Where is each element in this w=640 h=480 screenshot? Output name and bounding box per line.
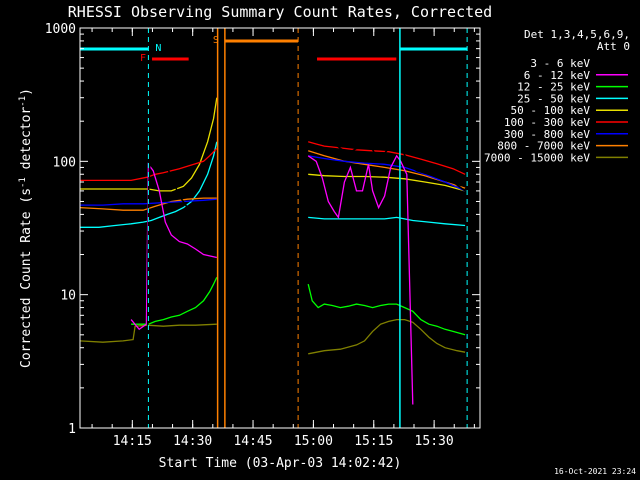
series-line-6-12-kev (130, 162, 217, 331)
legend-header-attenuator: Att 0 (597, 40, 630, 53)
series-line-3-6-kev (307, 119, 466, 192)
series-line-7000-15000-kev (308, 318, 466, 355)
plot-frame (79, 27, 481, 429)
legend-entry-label: 7000 - 15000 keV (484, 151, 590, 164)
legend-header-detectors: Det 1,3,4,5,6,9, (524, 28, 630, 41)
series-line-25-50-kev (308, 216, 466, 227)
flag-label-n: N (155, 43, 161, 54)
chart-title: RHESSI Observing Summary Count Rates, Co… (68, 3, 492, 21)
x-tick-label: 15:30 (415, 434, 454, 449)
legend-entry-label: 100 - 300 keV (504, 116, 590, 129)
legend-entry-label: 25 - 50 keV (517, 92, 590, 105)
series-line-7000-15000-kev (80, 323, 217, 343)
series-line-50-100-kev (308, 173, 466, 192)
legend-entry-label: 50 - 100 keV (511, 104, 591, 117)
series-line-100-300-kev (80, 147, 218, 182)
series-line-12-25-kev (131, 277, 218, 325)
legend-entry-label: 800 - 7000 keV (497, 140, 590, 153)
series-line-12-25-kev (307, 283, 466, 336)
flag-label-s: S (213, 35, 219, 46)
legend-entry-label: 6 - 12 keV (524, 69, 591, 82)
axes: 14:15 14:30 14:45 15:00 15:15 15:30 1 10 100 1000 (45, 22, 480, 449)
observing-flags: NF S (80, 28, 468, 428)
y-tick-label: 100 (53, 155, 76, 170)
x-tick-label: 14:15 (113, 434, 152, 449)
series-line-300-800-kev (308, 155, 466, 192)
legend-entry-label: 3 - 6 keV (530, 57, 590, 70)
y-tick-label: 10 (60, 289, 76, 304)
x-tick-label: 14:30 (173, 434, 212, 449)
series-line-3-6-kev (146, 130, 218, 418)
x-tick-label: 14:45 (233, 434, 272, 449)
y-axis-label: Corrected Count Rate (s-1 detector-1) (18, 88, 34, 368)
legend-entry-label: 12 - 25 keV (517, 81, 590, 94)
series-line-25-50-kev (80, 141, 218, 228)
series-line-800-7000-kev (80, 197, 217, 211)
generated-timestamp: 16-Oct-2021 23:24 (554, 467, 636, 476)
x-tick-label: 15:00 (294, 434, 333, 449)
y-tick-label: 1 (68, 422, 76, 437)
series-line-300-800-kev (80, 198, 217, 206)
y-tick-label: 1000 (45, 22, 76, 37)
legend-entry-label: 300 - 800 keV (504, 128, 590, 141)
x-axis-label: Start Time (03-Apr-03 14:02:42) (159, 456, 402, 471)
data-layer (80, 97, 466, 418)
x-tick-label: 15:15 (354, 434, 393, 449)
series-line-6-12-kev (307, 154, 414, 405)
series-line-50-100-kev (80, 97, 218, 192)
flag-label-f: F (140, 53, 146, 64)
